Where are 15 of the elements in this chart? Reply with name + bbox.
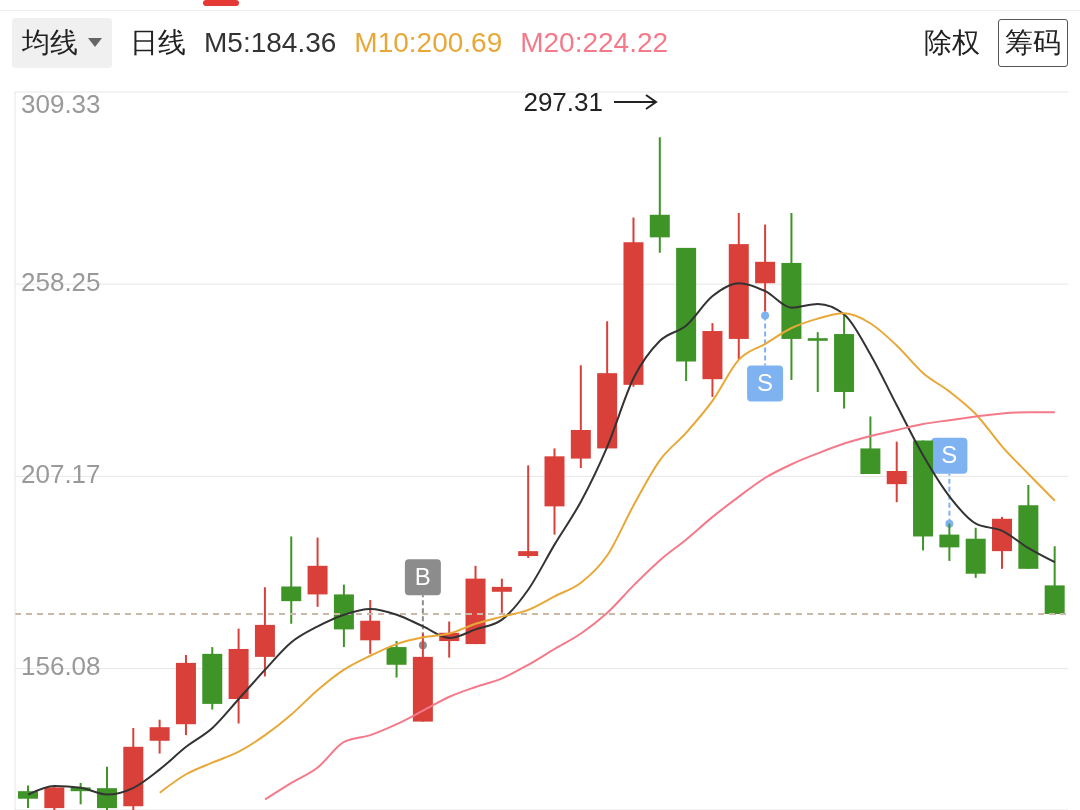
data-label: S: [757, 368, 774, 396]
y-tick-label: 156.08: [21, 651, 101, 682]
text: 筹码: [998, 19, 1068, 67]
text: 均线: [22, 26, 78, 60]
text: 日线: [130, 27, 186, 58]
text: 除权: [924, 26, 980, 60]
annotation: 297.31: [523, 87, 603, 117]
data-label: S: [941, 441, 958, 469]
text: M10:200.69: [354, 27, 503, 59]
y-tick-label: 207.17: [21, 459, 101, 490]
text: M20:224.22: [520, 27, 669, 59]
y-tick-label: 309.33: [21, 88, 101, 119]
data-label: B: [414, 562, 431, 590]
y-tick-label: 258.25: [21, 267, 101, 298]
text: M5:184.36: [204, 27, 337, 59]
